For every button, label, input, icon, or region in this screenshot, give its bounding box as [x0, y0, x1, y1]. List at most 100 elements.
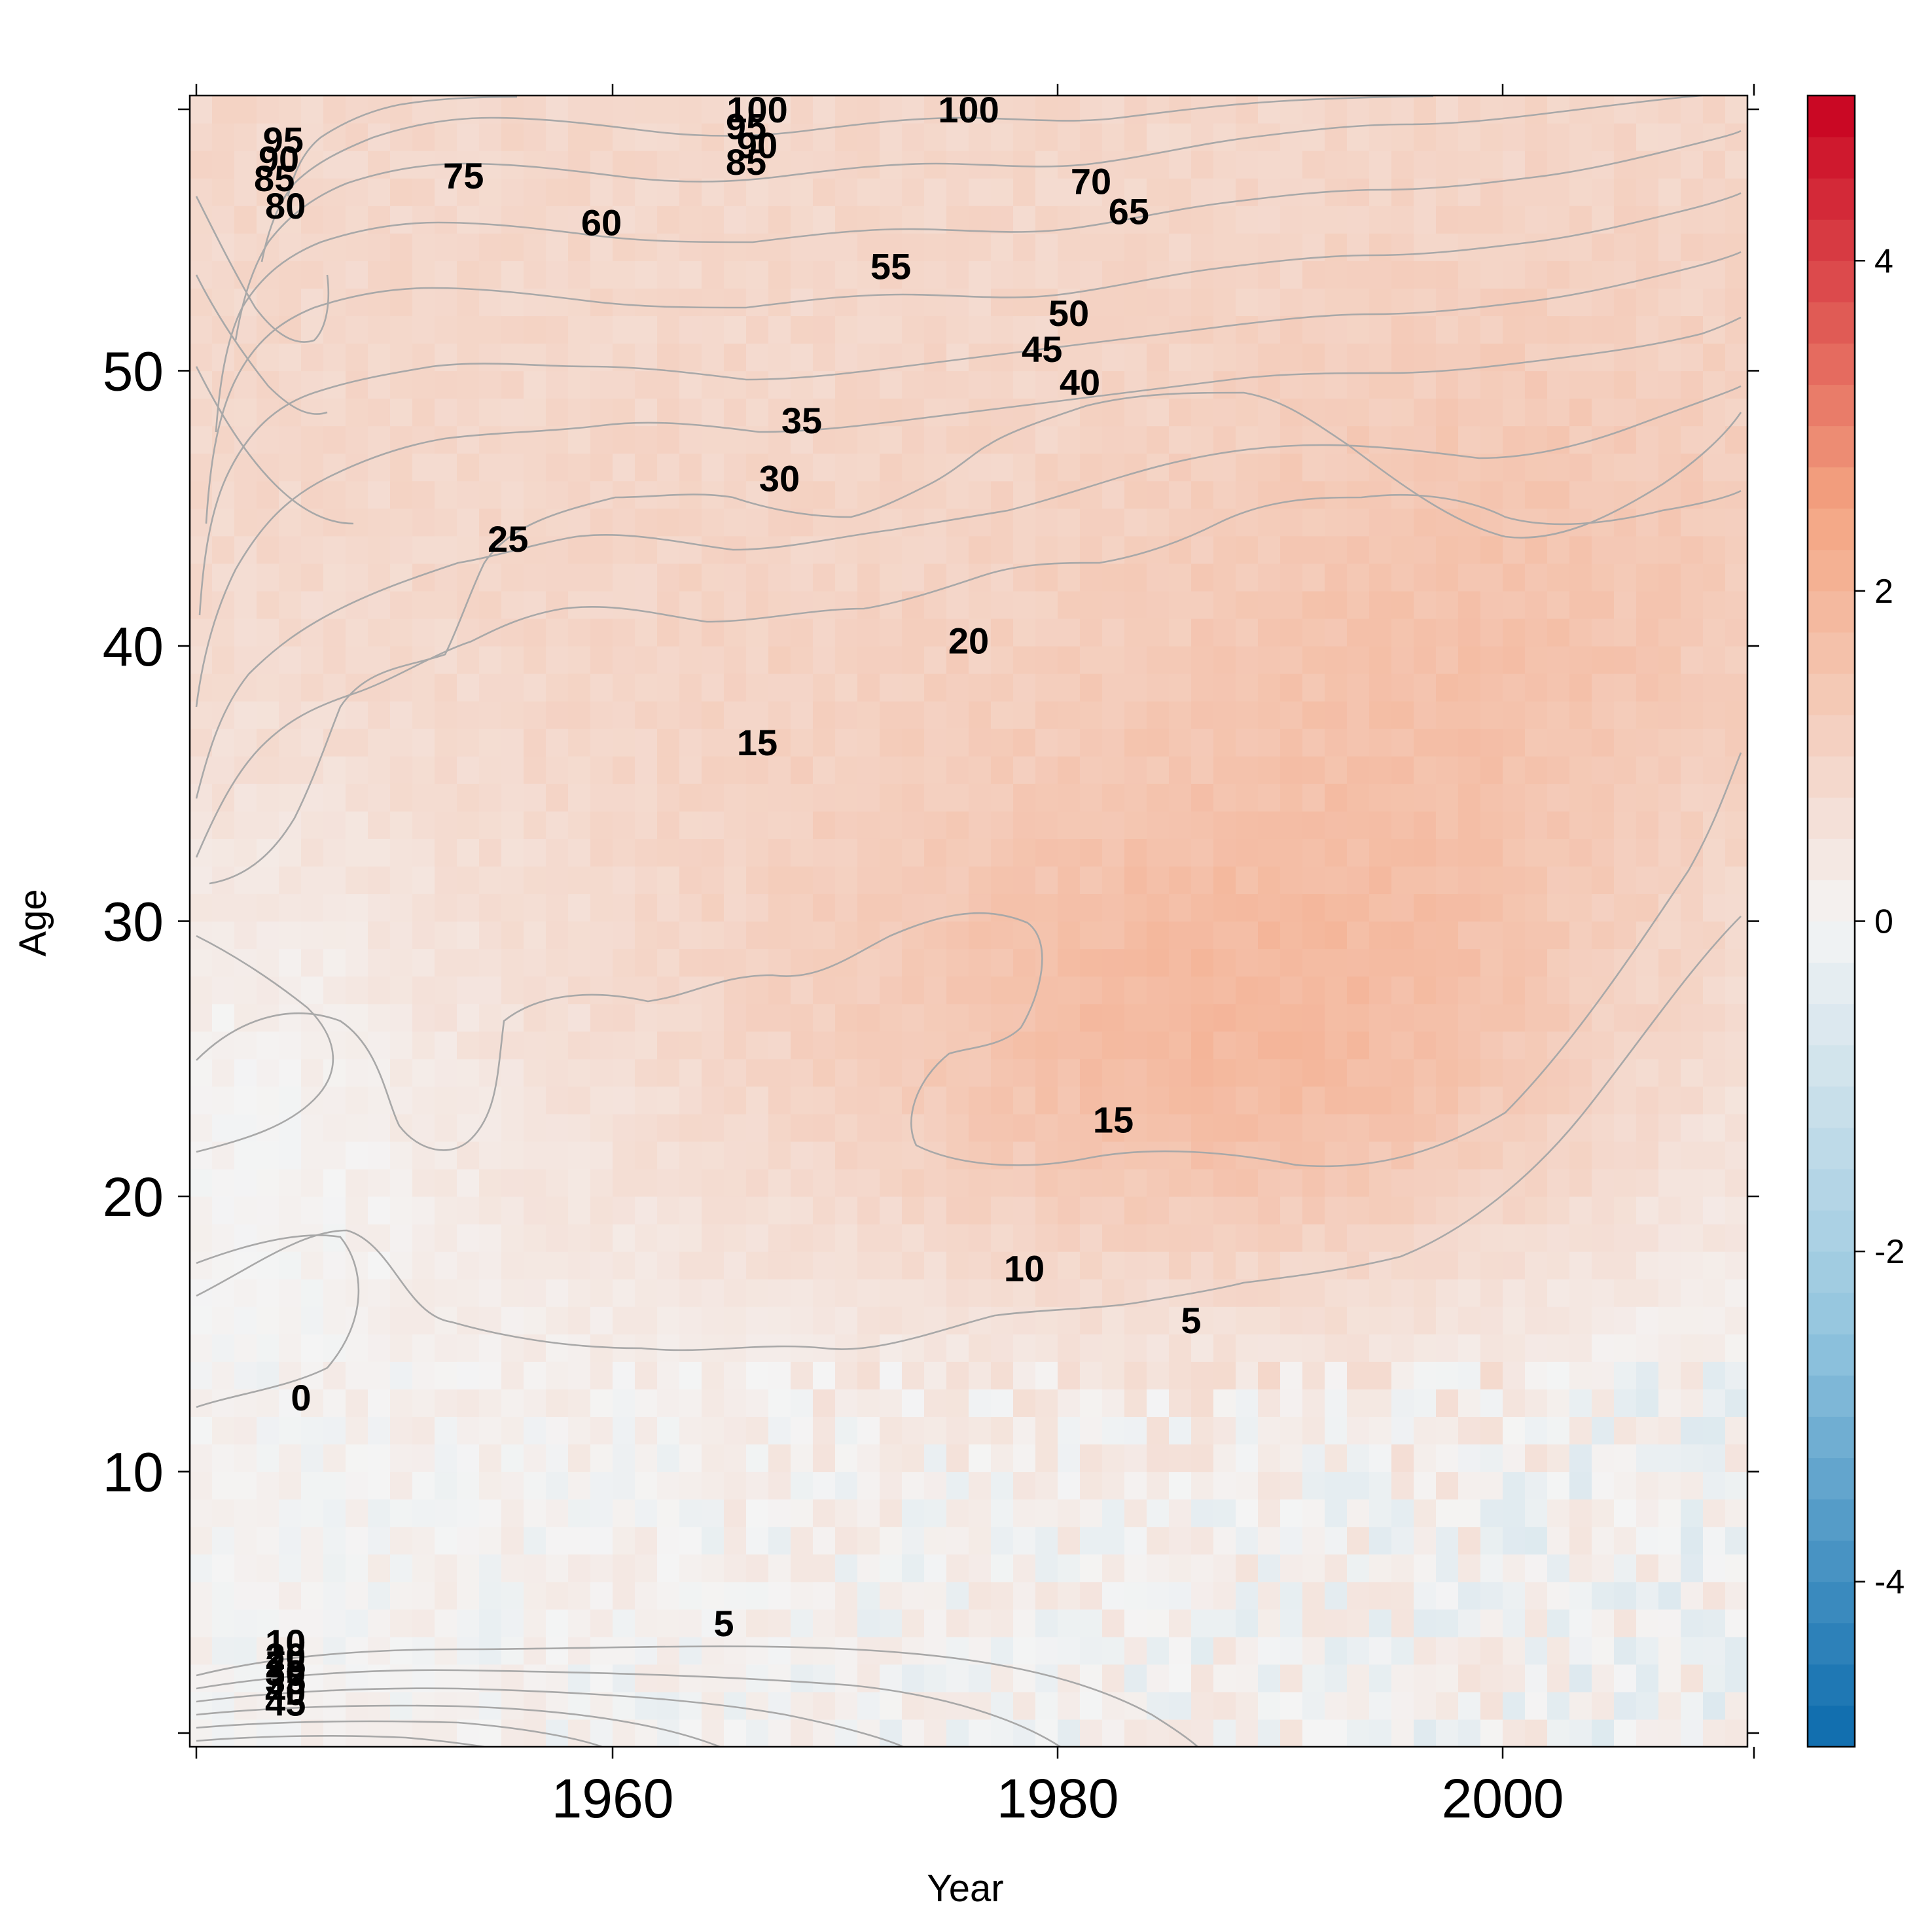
heatmap-cell [501, 783, 524, 812]
heatmap-cell [1480, 206, 1503, 234]
heatmap-cell [857, 178, 880, 206]
heatmap-cell [1636, 1113, 1659, 1142]
heatmap-cell [1725, 618, 1747, 647]
heatmap-cell [679, 1636, 702, 1665]
heatmap-cell [212, 1554, 235, 1583]
heatmap-cell [1124, 1361, 1147, 1389]
heatmap-cell [1414, 811, 1437, 839]
heatmap-cell [924, 425, 947, 454]
heatmap-cell [1681, 921, 1704, 950]
heatmap-cell [1191, 756, 1214, 784]
heatmap-cell [301, 1334, 324, 1362]
heatmap-cell [257, 948, 279, 977]
heatmap-cell [1080, 1334, 1103, 1362]
heatmap-cell [590, 811, 613, 839]
heatmap-cell [1035, 1168, 1058, 1197]
heatmap-cell [1458, 1526, 1481, 1555]
heatmap-cell [435, 288, 457, 316]
heatmap-cell [568, 1471, 591, 1500]
heatmap-cell [323, 866, 346, 895]
heatmap-cell [1280, 206, 1303, 234]
heatmap-cell [835, 1664, 858, 1692]
heatmap-cell [279, 370, 302, 399]
heatmap-cell [1703, 1636, 1726, 1665]
heatmap-cell [1080, 1058, 1103, 1087]
heatmap-cell [1480, 1719, 1503, 1747]
heatmap-cell [546, 123, 569, 151]
heatmap-cell [323, 563, 346, 592]
heatmap-cell [902, 838, 925, 867]
heatmap-cell [457, 728, 480, 757]
heatmap-cell [1302, 1554, 1325, 1583]
heatmap-cell [1147, 1031, 1170, 1060]
heatmap-cell [1102, 233, 1125, 261]
heatmap-cell [902, 756, 925, 784]
heatmap-cell [1503, 646, 1526, 674]
heatmap-cell [991, 1554, 1014, 1583]
heatmap-cell [257, 1526, 279, 1555]
heatmap-cell [1614, 1361, 1637, 1389]
heatmap-cell [991, 1499, 1014, 1528]
heatmap-cell [1013, 646, 1036, 674]
heatmap-cell [1525, 1499, 1548, 1528]
heatmap-cell [902, 783, 925, 812]
heatmap-cell [346, 1526, 368, 1555]
heatmap-cell [1080, 288, 1103, 316]
heatmap-cell [746, 976, 769, 1005]
heatmap-cell [1503, 453, 1526, 482]
heatmap-cells [190, 96, 1747, 1747]
heatmap-cell [768, 1499, 791, 1528]
heatmap-cell [1636, 866, 1659, 895]
heatmap-cell [435, 1334, 457, 1362]
heatmap-cell [946, 1361, 969, 1389]
heatmap-cell [1414, 1471, 1437, 1500]
heatmap-cell [1035, 1058, 1058, 1087]
heatmap-cell [635, 1471, 658, 1500]
heatmap-cell [768, 563, 791, 592]
heatmap-cell [924, 646, 947, 674]
heatmap-cell [1703, 646, 1726, 674]
heatmap-cell [813, 1581, 836, 1610]
heatmap-cell [1213, 921, 1236, 950]
heatmap-cell [1503, 1581, 1526, 1610]
heatmap-cell [1703, 151, 1726, 179]
heatmap-cell [1547, 1691, 1570, 1720]
heatmap-cell [791, 1003, 814, 1032]
heatmap-cell [1658, 288, 1681, 316]
heatmap-cell [1325, 1251, 1348, 1279]
heatmap-cell [1414, 123, 1437, 151]
heatmap-cell [457, 1664, 480, 1692]
heatmap-cell [323, 1554, 346, 1583]
heatmap-cell [1414, 646, 1437, 674]
heatmap-cell [746, 783, 769, 812]
heatmap-cell [791, 206, 814, 234]
heatmap-cell [1436, 728, 1459, 757]
heatmap-cell [1302, 151, 1325, 179]
heatmap-cell [1547, 1058, 1570, 1087]
heatmap-cell [279, 1416, 302, 1445]
heatmap-cell [1703, 866, 1726, 895]
heatmap-cell [1369, 1306, 1392, 1334]
heatmap-cell [613, 1279, 635, 1307]
heatmap-cell [1302, 1664, 1325, 1692]
heatmap-cell [1369, 206, 1392, 234]
heatmap-cell [946, 811, 969, 839]
heatmap-cell [1503, 233, 1526, 261]
heatmap-cell [1013, 1361, 1036, 1389]
heatmap-cell [1280, 1113, 1303, 1142]
heatmap-cell [1703, 1306, 1726, 1334]
heatmap-cell [1525, 398, 1548, 427]
heatmap-cell [1703, 1526, 1726, 1555]
heatmap-cell [1414, 673, 1437, 702]
heatmap-cell [1347, 811, 1370, 839]
heatmap-cell [1080, 1719, 1103, 1747]
heatmap-cell [457, 1279, 480, 1307]
heatmap-cell [1681, 701, 1704, 729]
heatmap-cell [1147, 921, 1170, 950]
heatmap-cell [546, 948, 569, 977]
heatmap-cell [1458, 1636, 1481, 1665]
heatmap-cell [1013, 1334, 1036, 1362]
heatmap-cell [1681, 1719, 1704, 1747]
heatmap-cell [880, 866, 903, 895]
